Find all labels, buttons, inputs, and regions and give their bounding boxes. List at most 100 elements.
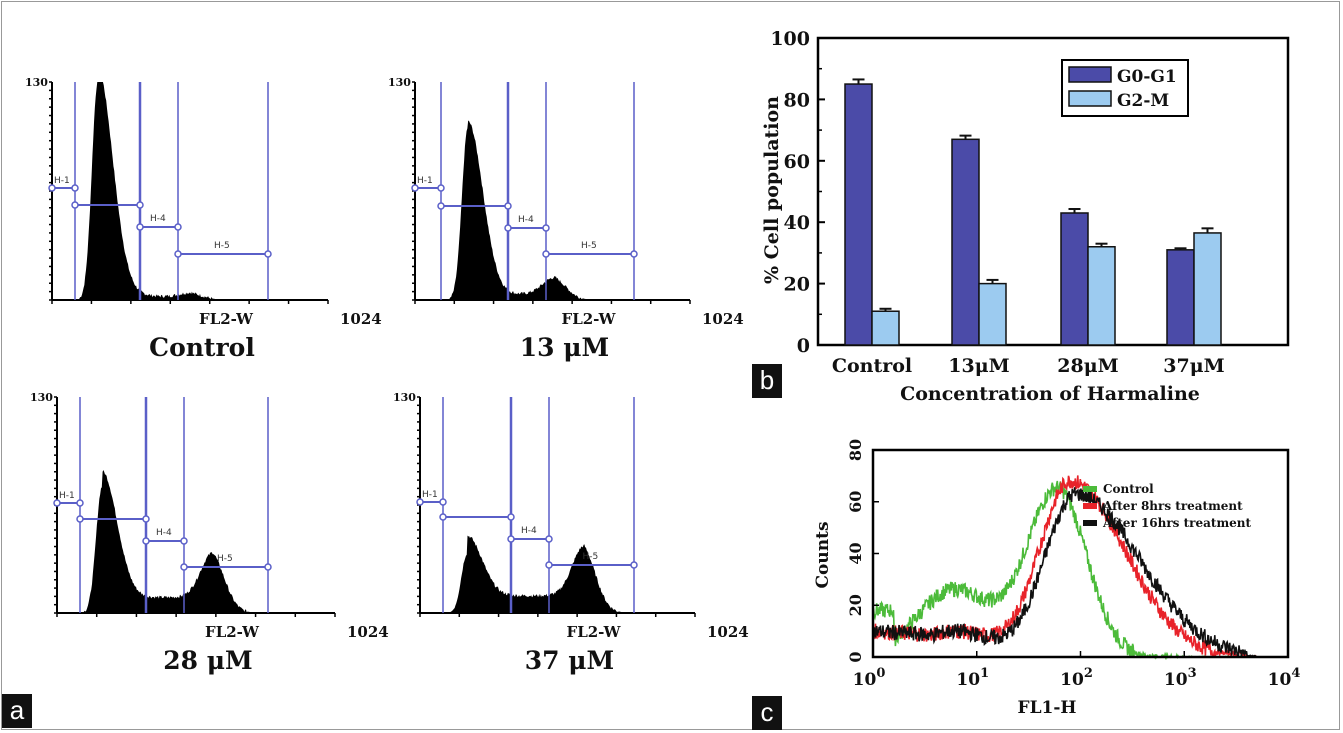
marker-endpoint xyxy=(630,561,638,569)
histogram-2: H-1 H-4 H-5 130 FL2-W 1024 28 μM xyxy=(30,391,389,675)
legend-swatch xyxy=(1083,520,1097,526)
marker-endpoint xyxy=(545,561,553,569)
y-tick-label: 80 xyxy=(784,89,810,111)
marker-endpoint xyxy=(416,498,424,506)
tick-base: 10 xyxy=(1268,670,1292,690)
legend-swatch xyxy=(1083,503,1097,509)
x-tick-label: 104 xyxy=(1268,666,1301,690)
marker-label-h5: H-5 xyxy=(214,241,230,251)
marker-label-h1: H-1 xyxy=(54,176,70,186)
marker-label-h4: H-4 xyxy=(150,214,166,224)
series-line-2 xyxy=(872,487,1257,659)
x-tick-label: 101 xyxy=(956,666,989,690)
bar-G2-M xyxy=(871,310,900,346)
marker-endpoint xyxy=(504,224,512,232)
legend-label: G2-M xyxy=(1117,91,1169,111)
category-label: Control xyxy=(832,355,912,377)
marker-endpoint xyxy=(180,563,188,571)
marker-endpoint xyxy=(439,513,447,521)
marker-endpoint xyxy=(437,184,445,192)
marker-endpoint xyxy=(174,250,182,258)
y-tick-label: 40 xyxy=(784,212,810,234)
histogram-3: H-1 H-4 H-5 130 FL2-W 1024 37 μM xyxy=(393,391,749,675)
marker-endpoint xyxy=(136,223,144,231)
x-axis-title: FL1-H xyxy=(1018,698,1077,718)
bar-G2-M xyxy=(1193,232,1222,346)
marker-endpoint xyxy=(630,250,638,258)
marker-endpoint xyxy=(264,250,272,258)
x-tick-label: 102 xyxy=(1060,666,1093,690)
histogram-1: H-1 H-4 H-5 130 FL2-W 1024 13 μM xyxy=(388,76,744,362)
legend-label: Control xyxy=(1103,482,1154,496)
y-tick-label: 0 xyxy=(797,335,810,357)
tick-exponent: 4 xyxy=(1291,666,1300,681)
histogram-fill xyxy=(52,82,328,300)
y-max-label: 130 xyxy=(393,391,416,404)
marker-label-h4: H-4 xyxy=(156,528,172,538)
marker-label-h1: H-1 xyxy=(59,491,75,501)
marker-endpoint xyxy=(507,513,515,521)
legend-swatch xyxy=(1068,66,1112,83)
legend: G0-G1 G2-M xyxy=(1061,59,1189,117)
tick-base: 10 xyxy=(1060,670,1084,690)
panel-letter-a: a xyxy=(2,694,32,728)
marker-endpoint xyxy=(437,202,445,210)
marker-endpoint xyxy=(53,499,61,507)
marker-endpoint xyxy=(542,250,550,258)
x-axis-label: FL2-W xyxy=(562,310,617,328)
x-axis-label: FL2-W xyxy=(205,623,260,641)
legend-label: After 16hrs treatment xyxy=(1102,516,1251,530)
x-max-label: 1024 xyxy=(707,623,749,641)
y-max-label: 130 xyxy=(388,76,411,89)
legend-label: G0-G1 xyxy=(1117,67,1177,87)
histogram-title: 37 μM xyxy=(525,646,614,675)
x-axis-label: FL2-W xyxy=(199,310,254,328)
legend-swatch xyxy=(1083,486,1097,492)
marker-endpoint xyxy=(48,184,56,192)
y-tick-label: 0 xyxy=(846,651,865,662)
marker-label-h4: H-4 xyxy=(518,215,534,225)
marker-label-h1: H-1 xyxy=(417,176,433,186)
marker-label-h5: H-5 xyxy=(583,552,599,562)
tick-exponent: 3 xyxy=(1188,666,1197,681)
x-axis-title: Concentration of Harmaline xyxy=(900,383,1200,405)
marker-label-h4: H-4 xyxy=(521,526,537,536)
category-label: 13μM xyxy=(948,355,1009,377)
y-axis-title: % Cell population xyxy=(761,96,783,284)
x-max-label: 1024 xyxy=(340,310,382,328)
bar-G2-M xyxy=(1087,246,1116,346)
marker-label-h1: H-1 xyxy=(422,490,438,500)
y-tick-label: 60 xyxy=(846,491,865,513)
y-tick-label: 100 xyxy=(770,28,810,50)
bar-G0-G1 xyxy=(1060,212,1089,346)
legend-label: After 8hrs treatment xyxy=(1102,499,1243,513)
legend-swatch xyxy=(1068,90,1112,107)
histogram-fill xyxy=(415,120,690,301)
marker-endpoint xyxy=(71,184,79,192)
y-axis-title: Counts xyxy=(813,521,833,588)
histogram-title: 13 μM xyxy=(520,333,609,362)
x-max-label: 1024 xyxy=(702,310,744,328)
marker-endpoint xyxy=(542,224,550,232)
marker-endpoint xyxy=(76,515,84,523)
category-label: 28μM xyxy=(1057,355,1118,377)
bar-G2-M xyxy=(978,282,1007,346)
bar-G0-G1 xyxy=(844,83,873,346)
marker-endpoint xyxy=(545,535,553,543)
tick-exponent: 1 xyxy=(980,666,989,681)
panel-letter-b: b xyxy=(752,364,782,398)
tick-exponent: 2 xyxy=(1084,666,1093,681)
marker-endpoint xyxy=(142,515,150,523)
marker-endpoint xyxy=(411,184,419,192)
bar-G0-G1 xyxy=(1166,249,1195,346)
histogram-0: H-1 H-4 H-5 130 FL2-W 1024 Control xyxy=(25,76,382,362)
x-tick-label: 103 xyxy=(1164,666,1197,690)
marker-endpoint xyxy=(439,498,447,506)
marker-endpoint xyxy=(264,563,272,571)
marker-endpoint xyxy=(174,223,182,231)
marker-endpoint xyxy=(507,535,515,543)
tick-base: 10 xyxy=(1164,670,1188,690)
